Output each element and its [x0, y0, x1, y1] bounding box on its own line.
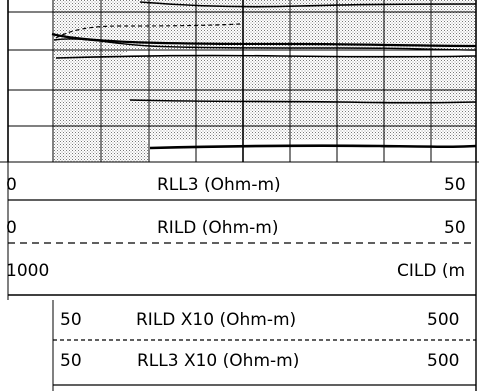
rild-scale-right: 50	[444, 218, 466, 238]
rll3-x10-curve	[139, 1, 477, 8]
curve-fill-area-upper	[53, 12, 476, 50]
header-frame	[0, 161, 479, 391]
curve-fill-area-lower	[53, 56, 476, 140]
rild-x10-scale-right: 500	[427, 310, 460, 330]
rll3-scale-right: 50	[444, 175, 466, 195]
rll3-curve-label: RLL3 (Ohm-m)	[157, 175, 281, 195]
cild-curve-label: CILD (m	[397, 261, 466, 281]
track-grid	[7, 0, 477, 163]
rild-x10-curve-label: RILD X10 (Ohm-m)	[136, 310, 297, 330]
curve-lower-band	[55, 54, 477, 59]
curves-layer	[51, 1, 477, 150]
curve-deep-segment	[149, 144, 477, 150]
cild-curve	[129, 99, 477, 104]
rll3-x10-scale-left: 50	[60, 351, 82, 371]
rild-x10-curve	[53, 38, 477, 51]
rild-curve	[55, 23, 241, 39]
rll3-x10-scale-right: 500	[427, 351, 460, 371]
rild-scale-left: 0	[6, 218, 17, 238]
rild-x10-scale-left: 50	[60, 310, 82, 330]
rll3-scale-left: 0	[6, 175, 17, 195]
cild-scale-left: 1000	[6, 261, 50, 281]
rild-curve-label: RILD (Ohm-m)	[157, 218, 279, 238]
rll3-x10-curve-label: RLL3 X10 (Ohm-m)	[137, 351, 300, 371]
